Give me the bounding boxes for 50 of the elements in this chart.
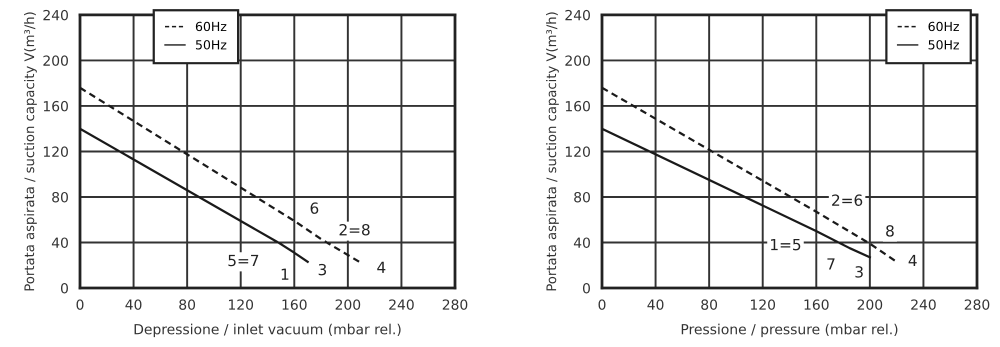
annotation: 3 — [855, 266, 863, 278]
legend-label: 50Hz — [928, 40, 959, 50]
y-tick-label: 160 — [566, 100, 590, 112]
x-tick-label: 80 — [701, 299, 718, 310]
annotation: 7 — [827, 258, 835, 270]
x-axis-title: Pressione / pressure (mbar rel.) — [682, 324, 898, 338]
y-tick-label: 0 — [60, 282, 68, 294]
annotation: 1 — [282, 268, 288, 280]
x-axis-title: Depressione / inlet vacuum (mbar rel.) — [134, 324, 401, 338]
annotation: 8 — [886, 225, 894, 237]
x-tick-label: 280 — [964, 299, 990, 310]
legend-label: 60Hz — [196, 22, 226, 32]
x-tick-label: 0 — [598, 299, 606, 310]
x-tick-label: 40 — [125, 299, 142, 310]
x-tick-label: 0 — [76, 299, 84, 310]
annotation: 2=6 — [832, 194, 862, 206]
legend-label: 60Hz — [928, 22, 959, 32]
annotation: 4 — [377, 262, 386, 273]
y-tick-label: 40 — [574, 237, 590, 248]
x-tick-label: 160 — [804, 299, 829, 310]
y-tick-label: 40 — [52, 237, 68, 248]
y-tick-label: 240 — [565, 10, 590, 20]
y-tick-label: 0 — [582, 282, 590, 294]
y-tick-label: 200 — [565, 55, 590, 66]
x-tick-label: 120 — [750, 299, 776, 310]
y-tick-label: 160 — [44, 100, 68, 112]
x-tick-label: 240 — [389, 299, 414, 310]
annotation: 4 — [908, 254, 917, 266]
legend-label: 50Hz — [196, 40, 226, 50]
x-tick-label: 80 — [179, 299, 196, 310]
y-tick-label: 240 — [43, 10, 68, 20]
y-tick-label: 120 — [566, 146, 590, 157]
x-tick-label: 200 — [336, 299, 360, 310]
annotation: 1=5 — [771, 238, 800, 250]
x-tick-label: 120 — [228, 299, 254, 310]
y-tick-label: 80 — [52, 192, 68, 202]
annotation: 5=7 — [228, 254, 258, 266]
x-tick-label: 160 — [282, 299, 307, 310]
annotation: 3 — [318, 264, 326, 276]
annotation: 2=8 — [340, 224, 370, 236]
x-tick-label: 280 — [442, 299, 468, 310]
y-axis-title: Portata aspirata / suction capacity V(m³/h) — [546, 12, 559, 290]
x-tick-label: 200 — [858, 299, 882, 310]
y-tick-label: 200 — [43, 55, 68, 66]
y-tick-label: 80 — [574, 192, 590, 202]
y-tick-label: 120 — [44, 146, 68, 157]
y-axis-title: Portata aspirata / suction capacity V(m³/h) — [24, 12, 37, 290]
x-tick-label: 40 — [647, 299, 664, 310]
annotation: 6 — [310, 202, 318, 214]
x-tick-label: 240 — [911, 299, 936, 310]
